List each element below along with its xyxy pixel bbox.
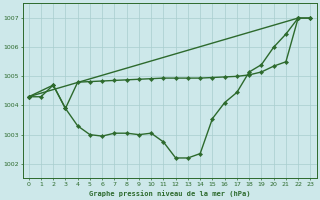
X-axis label: Graphe pression niveau de la mer (hPa): Graphe pression niveau de la mer (hPa) — [89, 190, 250, 197]
